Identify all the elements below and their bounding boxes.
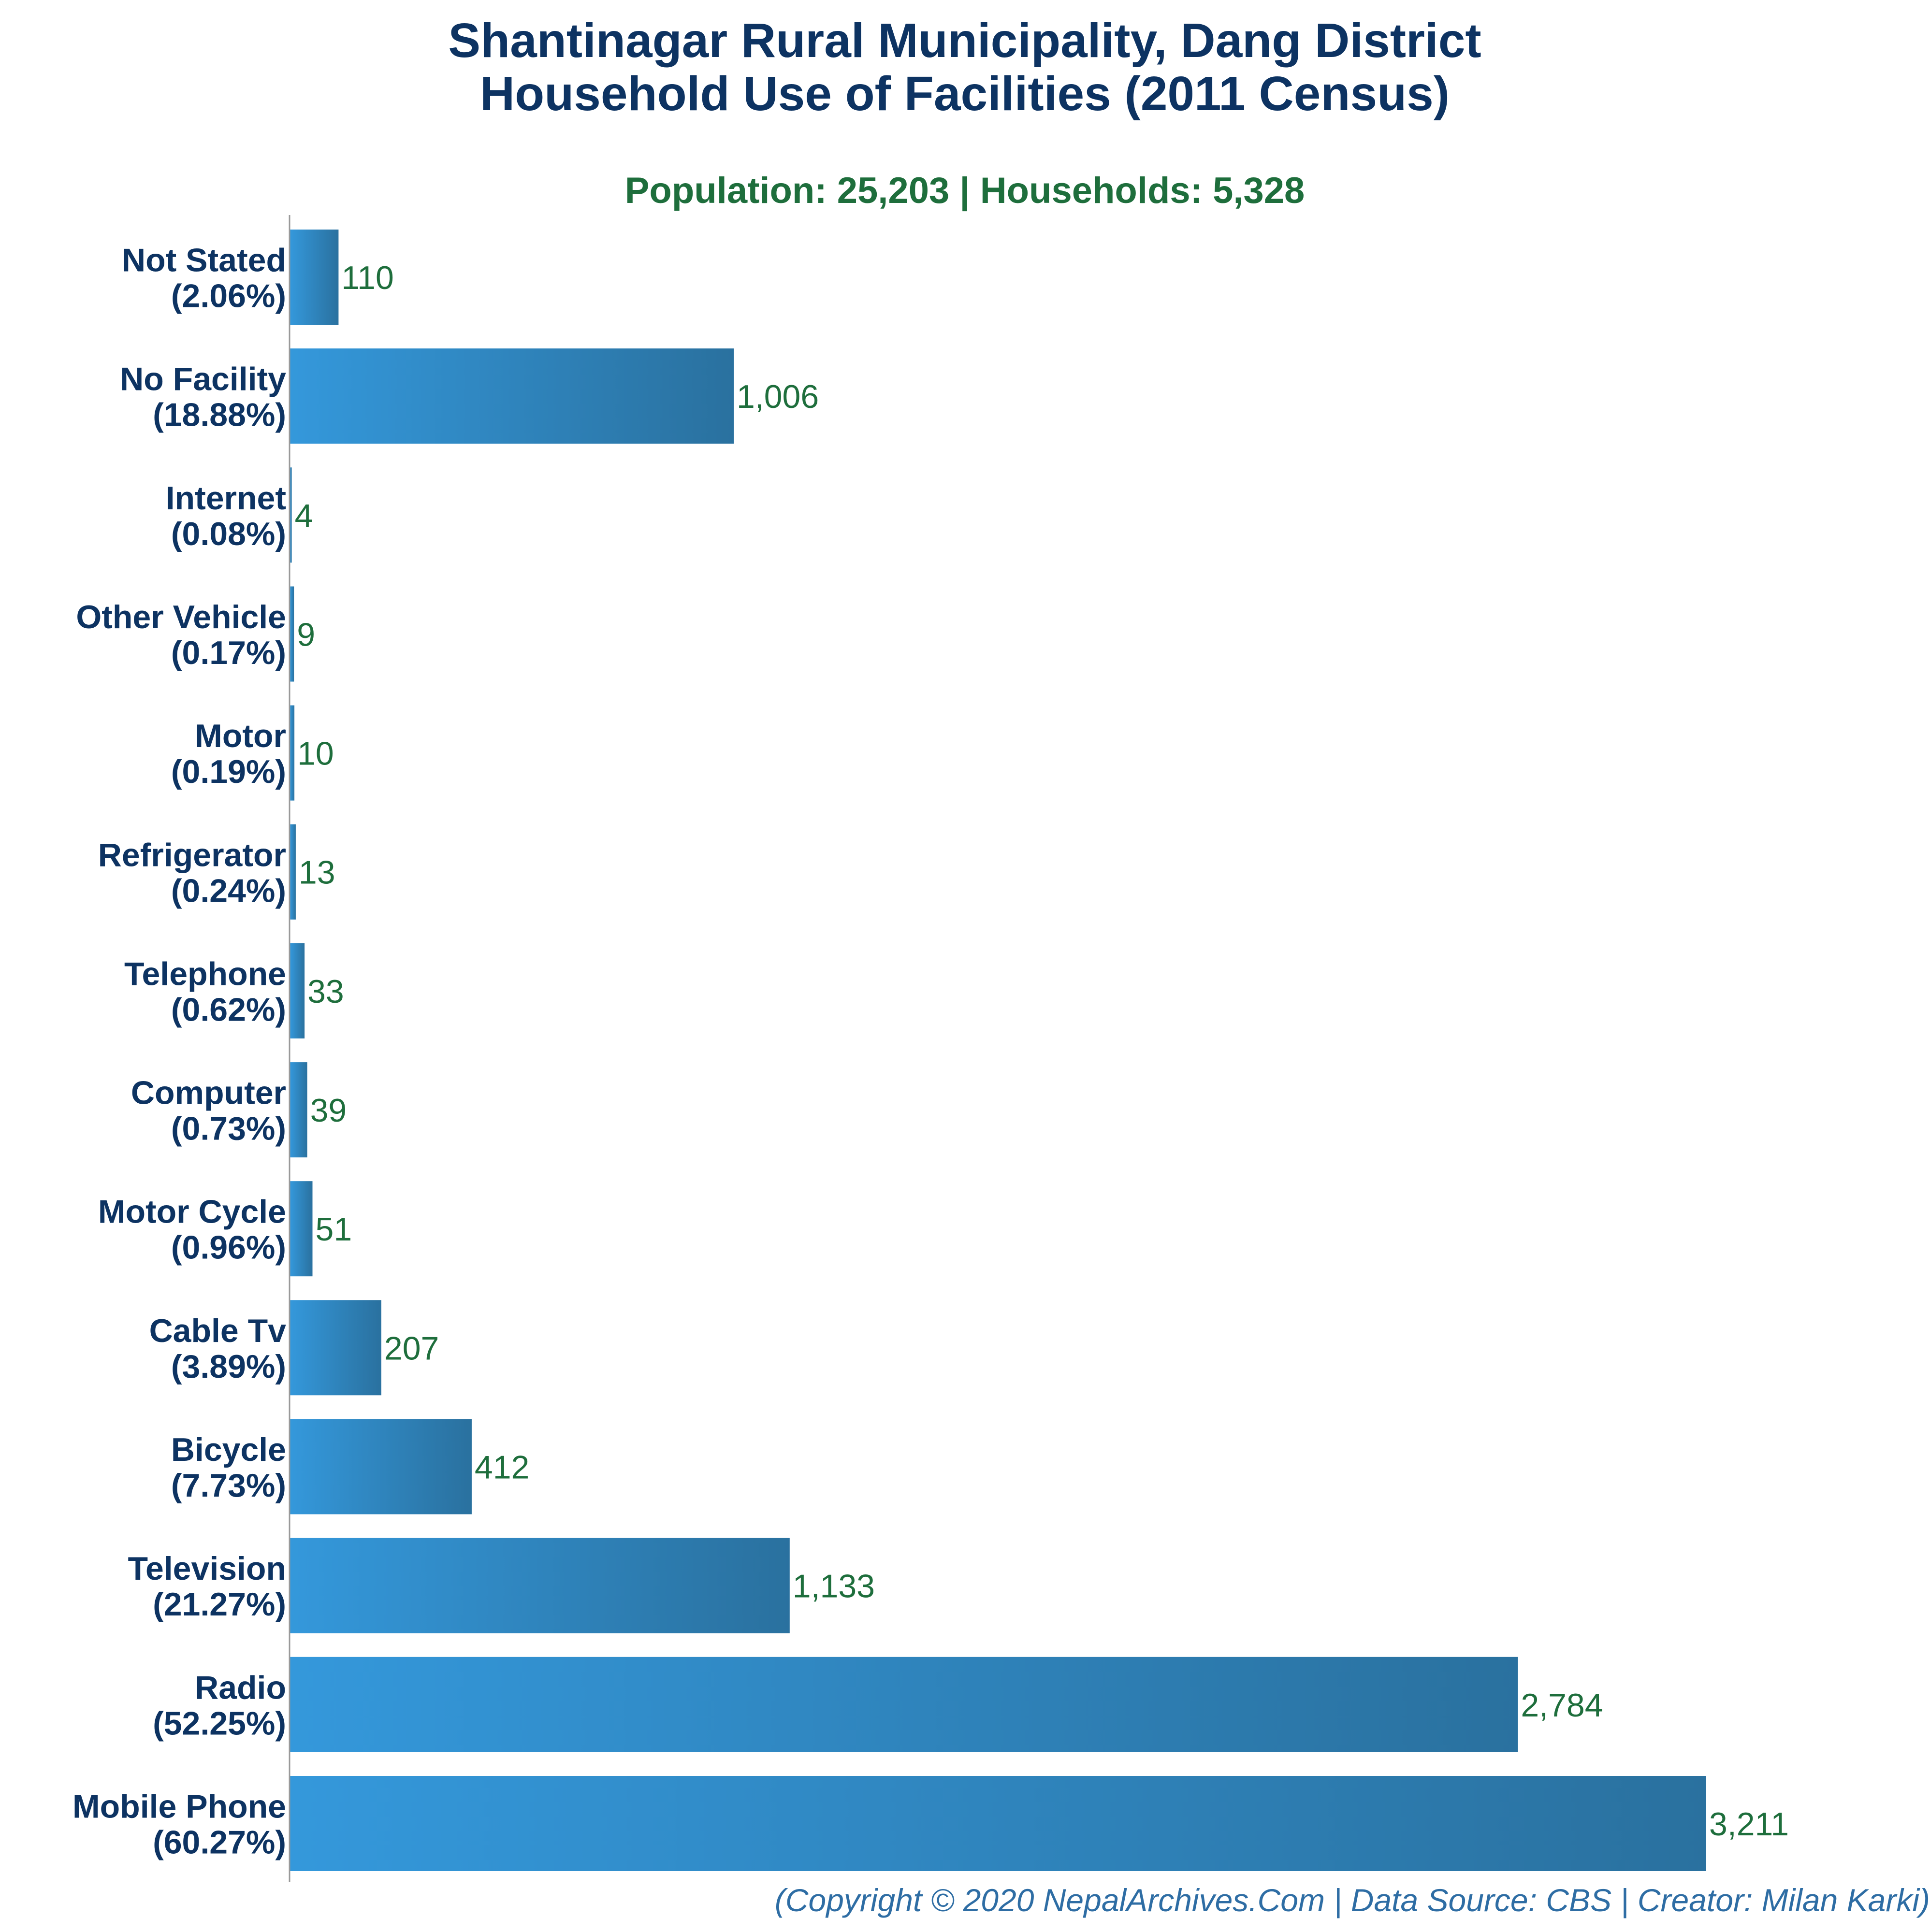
chart-title-line2: Household Use of Facilities (2011 Census… [480,67,1450,121]
category-label: Not Stated [122,242,286,279]
chart-subtitle: Population: 25,203 | Households: 5,328 [625,170,1305,212]
category-percent-label: (60.27%) [153,1824,286,1861]
category-percent-label: (3.89%) [171,1348,286,1385]
chart-title-line1: Shantinagar Rural Municipality, Dang Dis… [448,14,1481,68]
chart-footer-credit: (Copyright © 2020 NepalArchives.Com | Da… [775,1882,1930,1919]
bar-bicycle [290,1419,472,1514]
category-percent-label: (21.27%) [153,1586,286,1623]
category-label: Motor Cycle [98,1194,286,1230]
category-percent-label: (7.73%) [171,1467,286,1504]
bar-value-label: 33 [307,973,344,1010]
bar-computer [290,1062,307,1158]
bar-television [290,1538,790,1633]
bar-radio [290,1657,1518,1752]
category-percent-label: (0.96%) [171,1229,286,1266]
bar-value-label: 13 [299,854,335,891]
category-label: Radio [195,1669,286,1706]
category-label: Cable Tv [149,1312,287,1349]
bar-value-label: 3,211 [1709,1806,1789,1843]
category-label: Refrigerator [98,836,286,873]
bar-cable-tv [290,1300,381,1396]
category-label: No Facility [120,361,286,398]
bar-value-label: 412 [475,1449,529,1486]
category-label: Television [128,1550,286,1587]
category-label: Internet [166,480,286,517]
category-percent-label: (2.06%) [171,278,286,315]
bar-no-facility [290,348,734,444]
bar-value-label: 9 [297,616,315,653]
category-percent-label: (0.62%) [171,991,286,1028]
category-percent-label: (0.24%) [171,872,286,909]
bar-motor [290,705,295,801]
category-percent-label: (52.25%) [153,1705,286,1742]
category-label: Motor [195,718,286,754]
bar-value-label: 110 [341,260,393,296]
category-percent-label: (0.08%) [171,516,286,552]
bar-refrigerator [290,824,296,920]
bar-value-label: 207 [384,1330,439,1367]
category-percent-label: (0.17%) [171,634,286,671]
bar-motor-cycle [290,1181,313,1277]
bar-mobile-phone [290,1776,1706,1871]
bar-value-label: 1,006 [737,378,819,415]
category-label: Computer [131,1075,286,1111]
category-label: Mobile Phone [73,1788,286,1825]
bar-value-label: 10 [297,735,334,772]
bar-value-label: 39 [310,1092,347,1129]
bar-value-label: 51 [316,1211,352,1248]
bar-telephone [290,943,305,1038]
bars-layer: 110 Not Stated(2.06%) 1,006 No Facility(18.… [73,230,1789,1871]
bar-value-label: 2,784 [1521,1687,1603,1724]
category-label: Other Vehicle [76,599,286,635]
bar-other-vehicle [290,586,294,682]
category-label: Telephone [124,955,286,992]
bar-internet [290,467,292,563]
category-label: Bicycle [171,1431,286,1468]
bar-value-label: 1,133 [793,1568,875,1605]
bar-value-label: 4 [295,497,313,534]
category-percent-label: (0.73%) [171,1110,286,1147]
category-percent-label: (18.88%) [153,397,286,433]
bar-not-stated [290,230,339,325]
category-percent-label: (0.19%) [171,753,286,790]
